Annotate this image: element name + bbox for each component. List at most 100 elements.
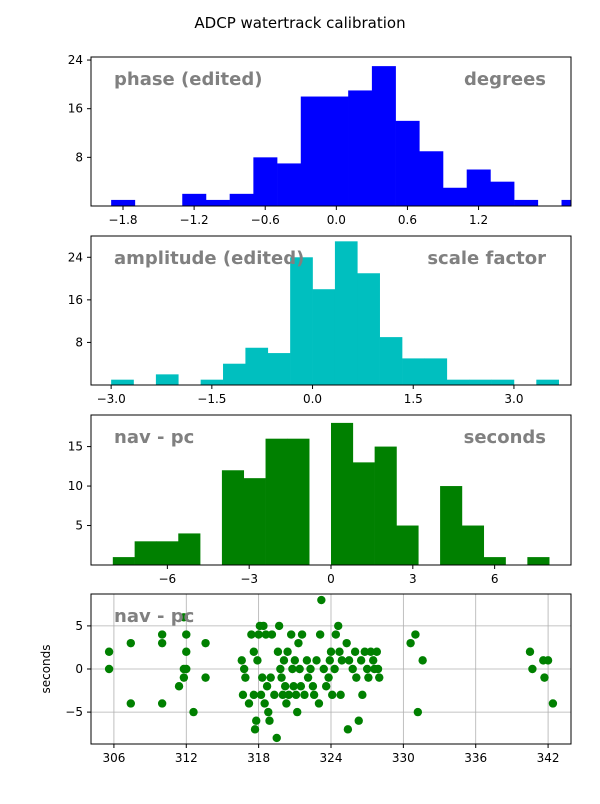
scatter-point-72 <box>319 664 328 674</box>
y-tick-label-1: 16 <box>68 102 83 116</box>
scatter-point-87 <box>348 664 357 674</box>
histogram-bar-7 <box>277 163 302 206</box>
histogram-bar-3 <box>178 533 201 565</box>
subplot-4: nav - pc 306 312 318 324 330 336 342 −5 0 5 seconds <box>39 593 572 765</box>
scatter-point-47 <box>279 656 289 665</box>
scatter-point-44 <box>276 664 285 674</box>
histogram-bar-10 <box>334 241 358 385</box>
scatter-point-90 <box>354 716 363 725</box>
histogram-bar-19 <box>527 557 550 565</box>
scatter-point-64 <box>303 673 313 682</box>
scatter-point-20 <box>241 673 250 682</box>
scatter-point-69 <box>314 699 324 708</box>
scatter-point-94 <box>362 664 372 674</box>
scatter-point-77 <box>328 690 337 700</box>
scatter-point-100 <box>373 664 383 674</box>
scatter-point-12 <box>182 664 191 674</box>
histogram-bar-14 <box>443 187 468 206</box>
histogram-bar-15 <box>440 486 463 565</box>
histogram-bar-16 <box>461 525 485 565</box>
scatter-point-99 <box>372 647 382 656</box>
scatter-point-32 <box>259 621 268 631</box>
scatter-point-107 <box>528 664 537 674</box>
scatter-point-13 <box>182 647 191 656</box>
y-tick-label-0: 8 <box>75 150 83 164</box>
histogram-bar-12 <box>374 446 397 565</box>
scatter-point-91 <box>356 656 366 665</box>
y-tick-label-0: 8 <box>75 335 83 349</box>
histogram-bar-11 <box>357 273 380 385</box>
scatter-point-84 <box>342 638 351 648</box>
histogram-bar-7 <box>267 353 291 385</box>
scatter-point-55 <box>290 656 300 665</box>
scatter-point-96 <box>366 647 375 656</box>
data-marks <box>112 422 550 565</box>
y-tick-label-0: 5 <box>75 519 83 533</box>
scatter-point-80 <box>334 621 343 631</box>
x-tick-label-1: −1.2 <box>180 213 209 227</box>
scatter-point-42 <box>273 647 283 656</box>
scatter-point-14 <box>189 707 198 717</box>
scatter-point-24 <box>249 690 259 700</box>
histogram-bar-0 <box>111 379 134 385</box>
x-tick-label-4: 0.6 <box>398 213 417 227</box>
scatter-point-35 <box>262 682 272 691</box>
scatter-point-105 <box>418 656 427 665</box>
x-tick-label-3: 0.0 <box>327 213 346 227</box>
scatter-point-57 <box>293 707 302 717</box>
histogram-bar-15 <box>466 169 491 206</box>
scatter-point-40 <box>270 690 279 700</box>
scatter-point-106 <box>525 647 535 656</box>
histogram-bar-17 <box>483 557 506 565</box>
x-tick-label-3: 1.5 <box>404 392 423 406</box>
axis-ticks: −1.8 −1.2 −0.6 0.0 0.6 1.2 8 16 24 <box>68 53 488 227</box>
scatter-point-95 <box>364 673 373 682</box>
scatter-point-93 <box>360 647 369 656</box>
histogram-bar-6 <box>243 478 266 565</box>
x-tick-label-6: 342 <box>537 751 560 765</box>
scatter-point-53 <box>288 664 297 674</box>
histogram-bar-7 <box>265 438 288 565</box>
x-tick-label-3: 3 <box>409 572 417 586</box>
scatter-point-34 <box>261 630 271 639</box>
x-tick-label-4: 3.0 <box>504 392 523 406</box>
x-tick-label-2: −0.6 <box>251 213 280 227</box>
scatter-point-8 <box>179 613 189 622</box>
annotation-right: scale factor <box>427 248 546 269</box>
scatter-point-3 <box>126 699 135 708</box>
scatter-point-25 <box>250 725 260 734</box>
x-tick-label-2: 0.0 <box>303 392 322 406</box>
scatter-point-49 <box>282 699 291 708</box>
subplot-panels: phase (edited) degrees −1.8 −1.2 −0.6 0.0 0.6 1… <box>39 53 572 765</box>
x-tick-label-4: 330 <box>392 751 415 765</box>
scatter-point-110 <box>543 656 553 665</box>
scatter-point-10 <box>179 673 189 682</box>
scatter-point-71 <box>317 595 326 605</box>
scatter-point-28 <box>254 630 263 639</box>
histogram-bar-16 <box>469 379 492 385</box>
x-tick-label-0: −1.8 <box>108 213 137 227</box>
histogram-bar-19 <box>536 379 559 385</box>
scatter-point-38 <box>266 673 275 682</box>
annotation-left: nav - pc <box>114 427 194 448</box>
histogram-bar-13 <box>419 151 444 206</box>
x-tick-label-0: 306 <box>102 751 125 765</box>
scatter-point-43 <box>274 621 284 631</box>
histogram-bar-9 <box>312 289 336 385</box>
scatter-point-23 <box>249 647 259 656</box>
scatter-point-83 <box>337 656 347 665</box>
histogram-bar-5 <box>223 363 246 385</box>
histogram-bar-10 <box>348 90 373 206</box>
axis-ticks: −3.0 −1.5 0.0 1.5 3.0 8 16 24 <box>68 250 524 406</box>
scatter-point-67 <box>309 690 319 700</box>
annotation-right: seconds <box>464 427 546 448</box>
y-tick-label-2: 15 <box>68 440 83 454</box>
scatter-point-104 <box>413 707 423 717</box>
x-tick-label-2: 318 <box>247 751 270 765</box>
y-axis-label: seconds <box>39 644 53 693</box>
annotation-left: amplitude (edited) <box>114 248 304 269</box>
histogram-bar-11 <box>352 462 375 565</box>
scatter-point-102 <box>406 638 415 648</box>
scatter-point-36 <box>264 707 273 717</box>
